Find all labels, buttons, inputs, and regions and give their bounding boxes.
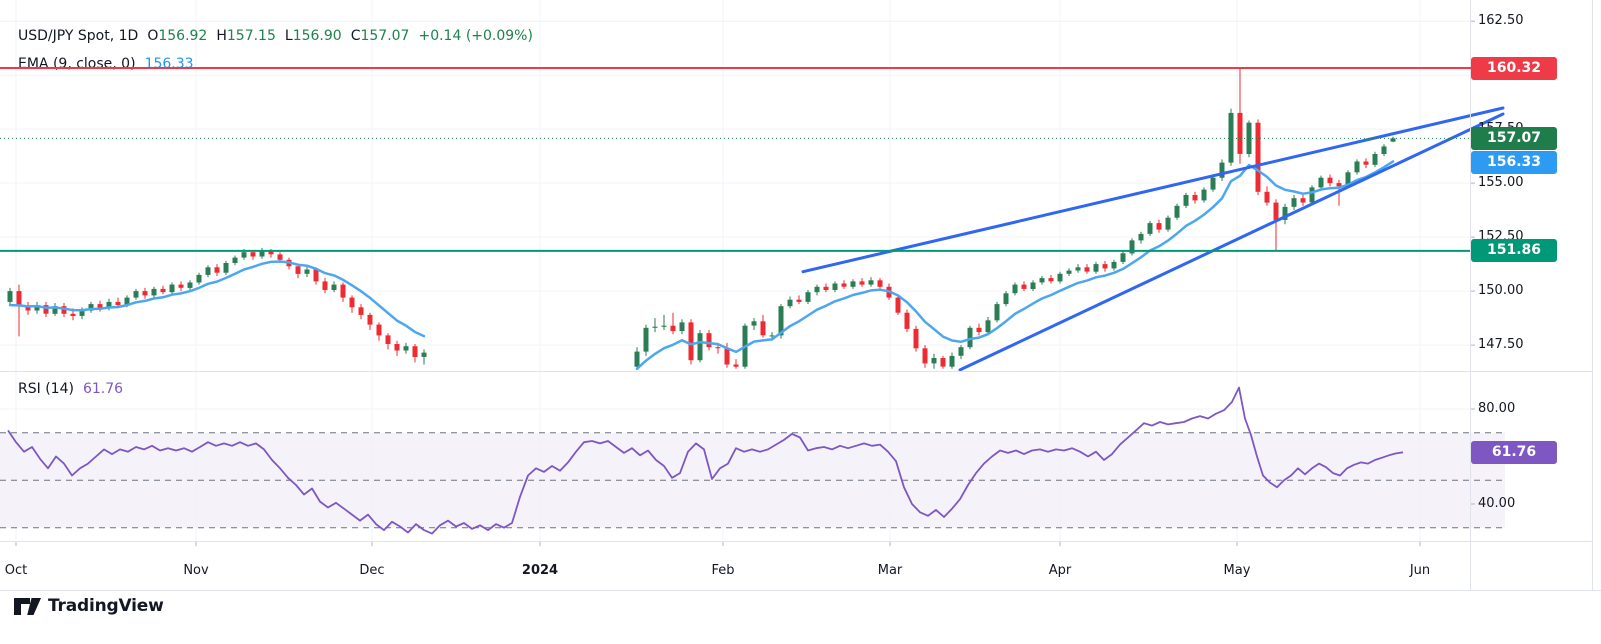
price-tick-label: 150.00	[1478, 283, 1524, 298]
time-tick-label-dec: Dec	[359, 563, 385, 578]
ema-legend[interactable]: EMA (9, close, 0) 156.33	[18, 56, 194, 72]
open-label: O	[147, 28, 159, 44]
time-tick-label-jun: Jun	[1409, 563, 1431, 578]
symbol-title[interactable]: USD/JPY Spot, 1D	[18, 28, 139, 44]
rsi-value: 61.76	[82, 381, 124, 397]
price-badge-160.32: 160.32	[1471, 57, 1557, 80]
time-axis-top-border	[0, 541, 1592, 542]
ema-label[interactable]: EMA (9, close, 0)	[18, 56, 136, 72]
tradingview-logo-text: TradingView	[48, 596, 164, 616]
price-tick-label: 162.50	[1478, 13, 1524, 28]
time-axis-bottom-border	[0, 590, 1601, 591]
tradingview-logo-icon	[14, 597, 41, 615]
price-badge-157.07: 157.07	[1471, 127, 1557, 150]
time-tick-label-2024: 2024	[521, 563, 559, 578]
open-value: 156.92	[158, 28, 208, 44]
tradingview-logo[interactable]: TradingView	[14, 596, 164, 616]
rsi-tick-label: 40.00	[1478, 496, 1516, 511]
price-tick-label: 155.00	[1478, 175, 1524, 190]
price-axis-border	[1470, 0, 1471, 590]
time-tick-label-apr: Apr	[1048, 563, 1072, 578]
close-value: 157.07	[360, 28, 410, 44]
rsi-tick-label: 80.00	[1478, 401, 1516, 416]
resistance-level-line[interactable]	[0, 67, 1472, 69]
time-tick-label-feb: Feb	[711, 563, 735, 578]
right-edge-border	[1592, 0, 1593, 590]
low-label: L	[284, 28, 293, 44]
high-value: 157.15	[226, 28, 276, 44]
pane-separator[interactable]	[0, 371, 1592, 372]
time-tick-label-nov: Nov	[183, 563, 209, 578]
price-badge-151.86: 151.86	[1471, 239, 1557, 262]
rsi-badge-61.76: 61.76	[1471, 441, 1557, 464]
time-tick-label-may: May	[1223, 563, 1251, 578]
change-value: +0.14 (+0.09%)	[418, 28, 533, 44]
rsi-label[interactable]: RSI (14)	[18, 381, 74, 397]
price-badge-156.33: 156.33	[1471, 151, 1557, 174]
time-tick-label-mar: Mar	[877, 563, 903, 578]
close-label: C	[350, 28, 361, 44]
low-value: 156.90	[292, 28, 342, 44]
symbol-legend[interactable]: USD/JPY Spot, 1D O156.92 H157.15 L156.90 C15…	[18, 28, 533, 44]
time-tick-label-oct: Oct	[4, 563, 28, 578]
rsi-legend[interactable]: RSI (14) 61.76	[18, 381, 123, 397]
ema-value: 156.33	[144, 56, 194, 72]
high-label: H	[216, 28, 227, 44]
price-tick-label: 147.50	[1478, 337, 1524, 352]
